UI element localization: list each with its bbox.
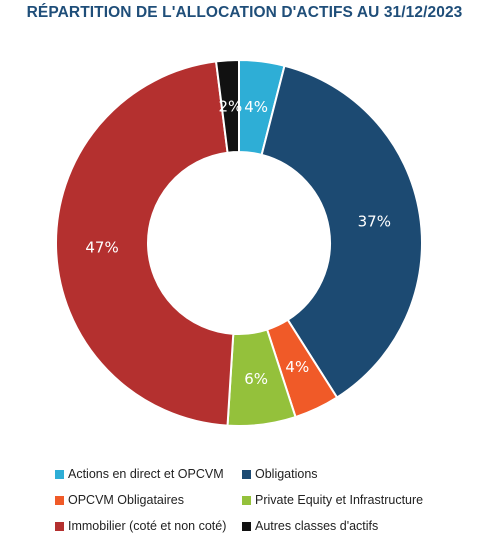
slice-label-6: 2% [218,97,242,115]
donut-chart: 4% 37% 4% 6% 47% 2% [55,58,423,427]
legend-swatch [242,469,251,479]
legend-item-6: Autres classes d'actifs [242,519,378,533]
legend-label: Private Equity et Infrastructure [255,493,424,507]
slice-label-1: 4% [244,98,268,116]
legend-label: OPCVM Obligataires [68,493,185,507]
legend-item-1: Actions en direct et OPCVM [55,467,224,481]
legend-item-2: Obligations [242,467,318,481]
legend-label: Autres classes d'actifs [255,519,379,533]
legend-item-5: Immobilier (coté et non coté) [55,519,226,533]
slice-6 [214,58,240,154]
legend-swatch [242,495,251,505]
legend-swatch [55,521,64,531]
legend-label: Obligations [255,467,318,481]
legend-swatch [55,469,64,479]
legend-item-3: OPCVM Obligataires [55,493,184,507]
chart-title: RÉPARTITION DE L'ALLOCATION D'ACTIFS AU … [26,4,463,21]
legend-swatch [242,521,251,531]
slice-2 [260,64,423,399]
legend-label: Actions en direct et OPCVM [68,467,224,481]
legend-item-4: Private Equity et Infrastructure [242,493,423,507]
slice-label-3: 4% [285,358,309,376]
legend-label: Immobilier (coté et non coté) [68,519,227,533]
legend-swatch [55,495,64,505]
slice-label-5: 47% [85,238,118,256]
slice-label-2: 37% [358,213,391,231]
slice-label-4: 6% [244,370,268,388]
slice-5 [55,60,235,427]
